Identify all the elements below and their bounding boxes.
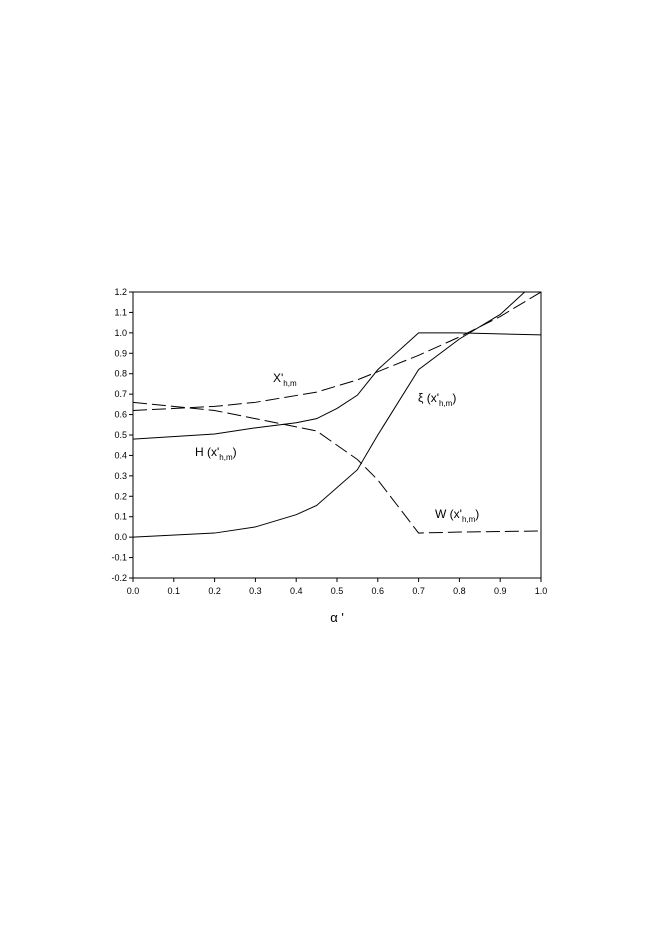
- annotation: H (x'h,m): [195, 445, 237, 462]
- annotation-text: W (x': [435, 507, 462, 521]
- y-tick-label: -0.1: [111, 553, 127, 563]
- y-tick-label: 0.8: [114, 369, 127, 379]
- series-line: [133, 292, 541, 411]
- x-tick-label: 0.1: [168, 586, 181, 596]
- series-line: [133, 292, 526, 538]
- y-tick-label: 1.1: [114, 307, 127, 317]
- annotation-text: ): [233, 445, 237, 459]
- annotation: X'h,m: [273, 371, 297, 388]
- y-tick-label: 0.2: [114, 491, 127, 501]
- y-tick-label: -0.2: [111, 573, 127, 583]
- x-tick-label: 0.7: [412, 586, 425, 596]
- y-tick-label: 1.2: [114, 287, 127, 297]
- y-tick-label: 0.5: [114, 430, 127, 440]
- series-line: [133, 332, 541, 440]
- x-tick-label: 0.2: [208, 586, 221, 596]
- x-tick-label: 0.9: [494, 586, 507, 596]
- x-tick-label: 0.3: [249, 586, 262, 596]
- x-tick-label: 0.4: [290, 586, 303, 596]
- y-tick-label: 0.3: [114, 471, 127, 481]
- annotation-text: ): [475, 507, 479, 521]
- y-tick-label: 0.9: [114, 348, 127, 358]
- plot-lines: [133, 292, 541, 538]
- y-tick-label: 0.7: [114, 389, 127, 399]
- annotation-subscript: h,m: [439, 399, 453, 408]
- x-axis-label: α ': [330, 610, 344, 625]
- x-tick-label: 1.0: [535, 586, 548, 596]
- annotation-text: ξ (x': [418, 391, 439, 405]
- y-tick-label: 0.4: [114, 450, 127, 460]
- annotation-text: H (x': [195, 445, 219, 459]
- annotation-subscript: h,m: [462, 515, 476, 524]
- annotation-subscript: h,m: [283, 379, 297, 388]
- y-tick-label: 1.0: [114, 328, 127, 338]
- annotation: W (x'h,m): [435, 507, 479, 524]
- x-tick-label: 0.5: [331, 586, 344, 596]
- series-line: [133, 401, 541, 534]
- annotation: ξ (x'h,m): [418, 391, 456, 408]
- x-tick-label: 0.8: [453, 586, 466, 596]
- y-tick-label: 0.6: [114, 410, 127, 420]
- x-tick-label: 0.0: [127, 586, 140, 596]
- annotation-text: ): [452, 391, 456, 405]
- annotation-text: X': [273, 371, 283, 385]
- y-tick-label: 0.1: [114, 512, 127, 522]
- annotation-subscript: h,m: [219, 453, 233, 462]
- y-tick-label: 0.0: [114, 532, 127, 542]
- x-tick-label: 0.6: [372, 586, 385, 596]
